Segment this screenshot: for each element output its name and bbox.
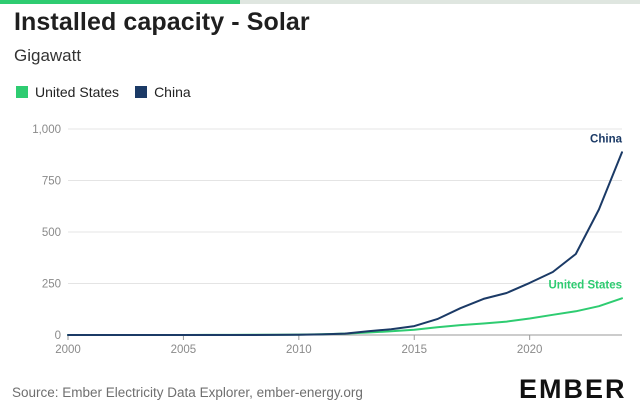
chart-title: Installed capacity - Solar [14,8,310,36]
x-tick-label: 2005 [171,344,197,356]
line-chart: 0 250 500 750 1,000 2000 2005 2010 2015 2020 Unit… [32,124,623,356]
y-tick-label: 1,000 [32,124,61,136]
series-line-united-states[interactable] [67,297,623,336]
legend: United States China [16,84,207,100]
legend-item-china[interactable]: China [135,84,191,100]
y-tick-label: 500 [42,227,61,239]
x-tick-label: 2010 [286,344,312,356]
grid-lines [68,128,622,284]
legend-item-us[interactable]: United States [16,84,119,100]
legend-label-us: United States [35,84,120,100]
top-bar [0,0,640,4]
legend-label-china: China [154,84,191,100]
ember-logo: EMBER [519,374,627,404]
x-tick-label: 2000 [55,344,81,356]
series-lines [67,151,623,336]
series-line-china[interactable] [67,151,623,336]
legend-swatch-china [135,86,148,98]
series-label-china: China [590,133,623,145]
axes: 0 250 500 750 1,000 2000 2005 2010 2015 2020 [32,124,622,356]
chart-subtitle: Gigawatt [14,46,82,65]
series-end-labels: United States China [549,133,623,291]
x-tick-label: 2015 [401,344,427,356]
y-tick-label: 250 [42,279,61,291]
y-tick-label: 0 [55,330,61,342]
x-tick-label: 2020 [517,344,543,356]
legend-swatch-us [16,86,28,98]
top-bar-accent [0,0,240,4]
series-label-united-states: United States [549,279,623,291]
y-tick-label: 750 [42,176,61,188]
source-note: Source: Ember Electricity Data Explorer,… [12,385,363,400]
